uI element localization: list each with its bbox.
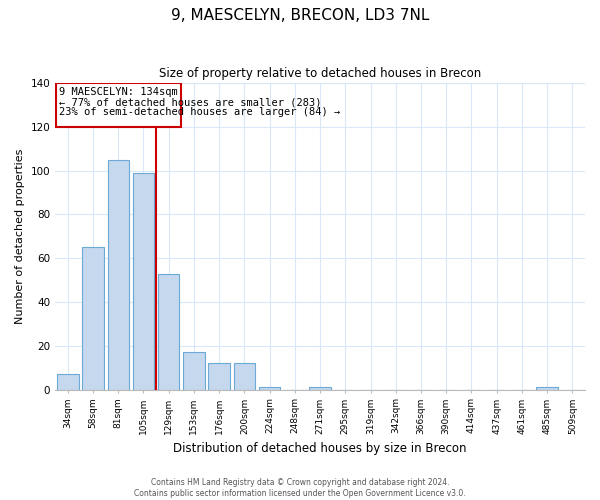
Y-axis label: Number of detached properties: Number of detached properties: [15, 148, 25, 324]
Bar: [310, 388, 331, 390]
Text: ← 77% of detached houses are smaller (283): ← 77% of detached houses are smaller (28…: [59, 98, 322, 108]
Bar: [107, 160, 129, 390]
Title: Size of property relative to detached houses in Brecon: Size of property relative to detached ho…: [159, 68, 481, 80]
Bar: [183, 352, 205, 390]
Text: 9, MAESCELYN, BRECON, LD3 7NL: 9, MAESCELYN, BRECON, LD3 7NL: [171, 8, 429, 22]
Text: Contains HM Land Registry data © Crown copyright and database right 2024.
Contai: Contains HM Land Registry data © Crown c…: [134, 478, 466, 498]
Bar: [133, 173, 154, 390]
Bar: [233, 364, 255, 390]
Bar: [82, 248, 104, 390]
Bar: [536, 388, 558, 390]
Text: 23% of semi-detached houses are larger (84) →: 23% of semi-detached houses are larger (…: [59, 107, 340, 117]
X-axis label: Distribution of detached houses by size in Brecon: Distribution of detached houses by size …: [173, 442, 467, 455]
Bar: [158, 274, 179, 390]
Text: 9 MAESCELYN: 134sqm: 9 MAESCELYN: 134sqm: [59, 88, 178, 98]
Bar: [57, 374, 79, 390]
FancyBboxPatch shape: [56, 83, 181, 127]
Bar: [208, 364, 230, 390]
Bar: [259, 388, 280, 390]
